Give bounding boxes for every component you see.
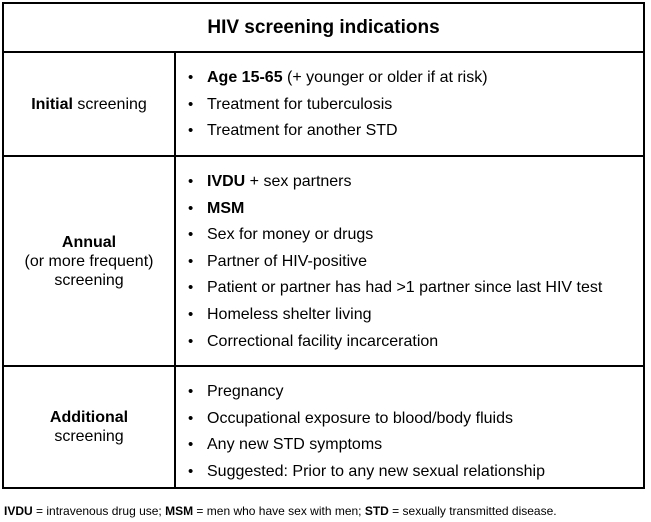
row-label-bold: Additional [49, 409, 129, 426]
row-label-text: screening [54, 271, 124, 289]
list-item: Age 15-65 (+ younger or older if at risk… [176, 65, 643, 92]
list-item: Partner of HIV-positive [176, 249, 643, 276]
row-additional-screening: Additional screening Pregnancy Occupatio… [4, 367, 643, 487]
list-item: Treatment for another STD [176, 118, 643, 145]
row-label-text: (or more frequent) [24, 252, 154, 270]
list-item: Correctional facility incarceration [176, 329, 643, 356]
table-title: HIV screening indications [4, 4, 643, 53]
additional-items-list: Pregnancy Occupational exposure to blood… [176, 367, 643, 487]
row-label-bold: Initial [31, 95, 73, 113]
row-label-text: screening [54, 428, 124, 445]
list-item: Homeless shelter living [176, 302, 643, 329]
annual-items-list: IVDU + sex partners MSM Sex for money or… [176, 157, 643, 365]
row-label-additional: Additional screening [4, 367, 176, 487]
screening-table: HIV screening indications Initial screen… [2, 2, 645, 489]
row-label-text: screening [72, 95, 147, 113]
list-item: Suggested: Prior to any new sexual relat… [176, 459, 643, 486]
list-item: Sex for money or drugs [176, 222, 643, 249]
list-item: Pregnancy [176, 379, 643, 406]
list-item: MSM [176, 196, 643, 223]
row-initial-screening: Initial screening Age 15-65 (+ younger o… [4, 53, 643, 157]
row-label-initial: Initial screening [4, 53, 176, 155]
list-item: Any new STD symptoms [176, 432, 643, 459]
list-item: IVDU + sex partners [176, 169, 643, 196]
row-label-bold: Annual [61, 233, 117, 251]
initial-items-list: Age 15-65 (+ younger or older if at risk… [176, 53, 643, 155]
list-item: Patient or partner has had >1 partner si… [176, 275, 643, 302]
row-annual-screening: Annual (or more frequent) screening IVDU… [4, 157, 643, 367]
row-label-annual: Annual (or more frequent) screening [4, 157, 176, 365]
abbreviations-footnote: IVDU = intravenous drug use; MSM = men w… [4, 504, 557, 518]
list-item: Treatment for tuberculosis [176, 92, 643, 119]
list-item: Occupational exposure to blood/body flui… [176, 406, 643, 433]
